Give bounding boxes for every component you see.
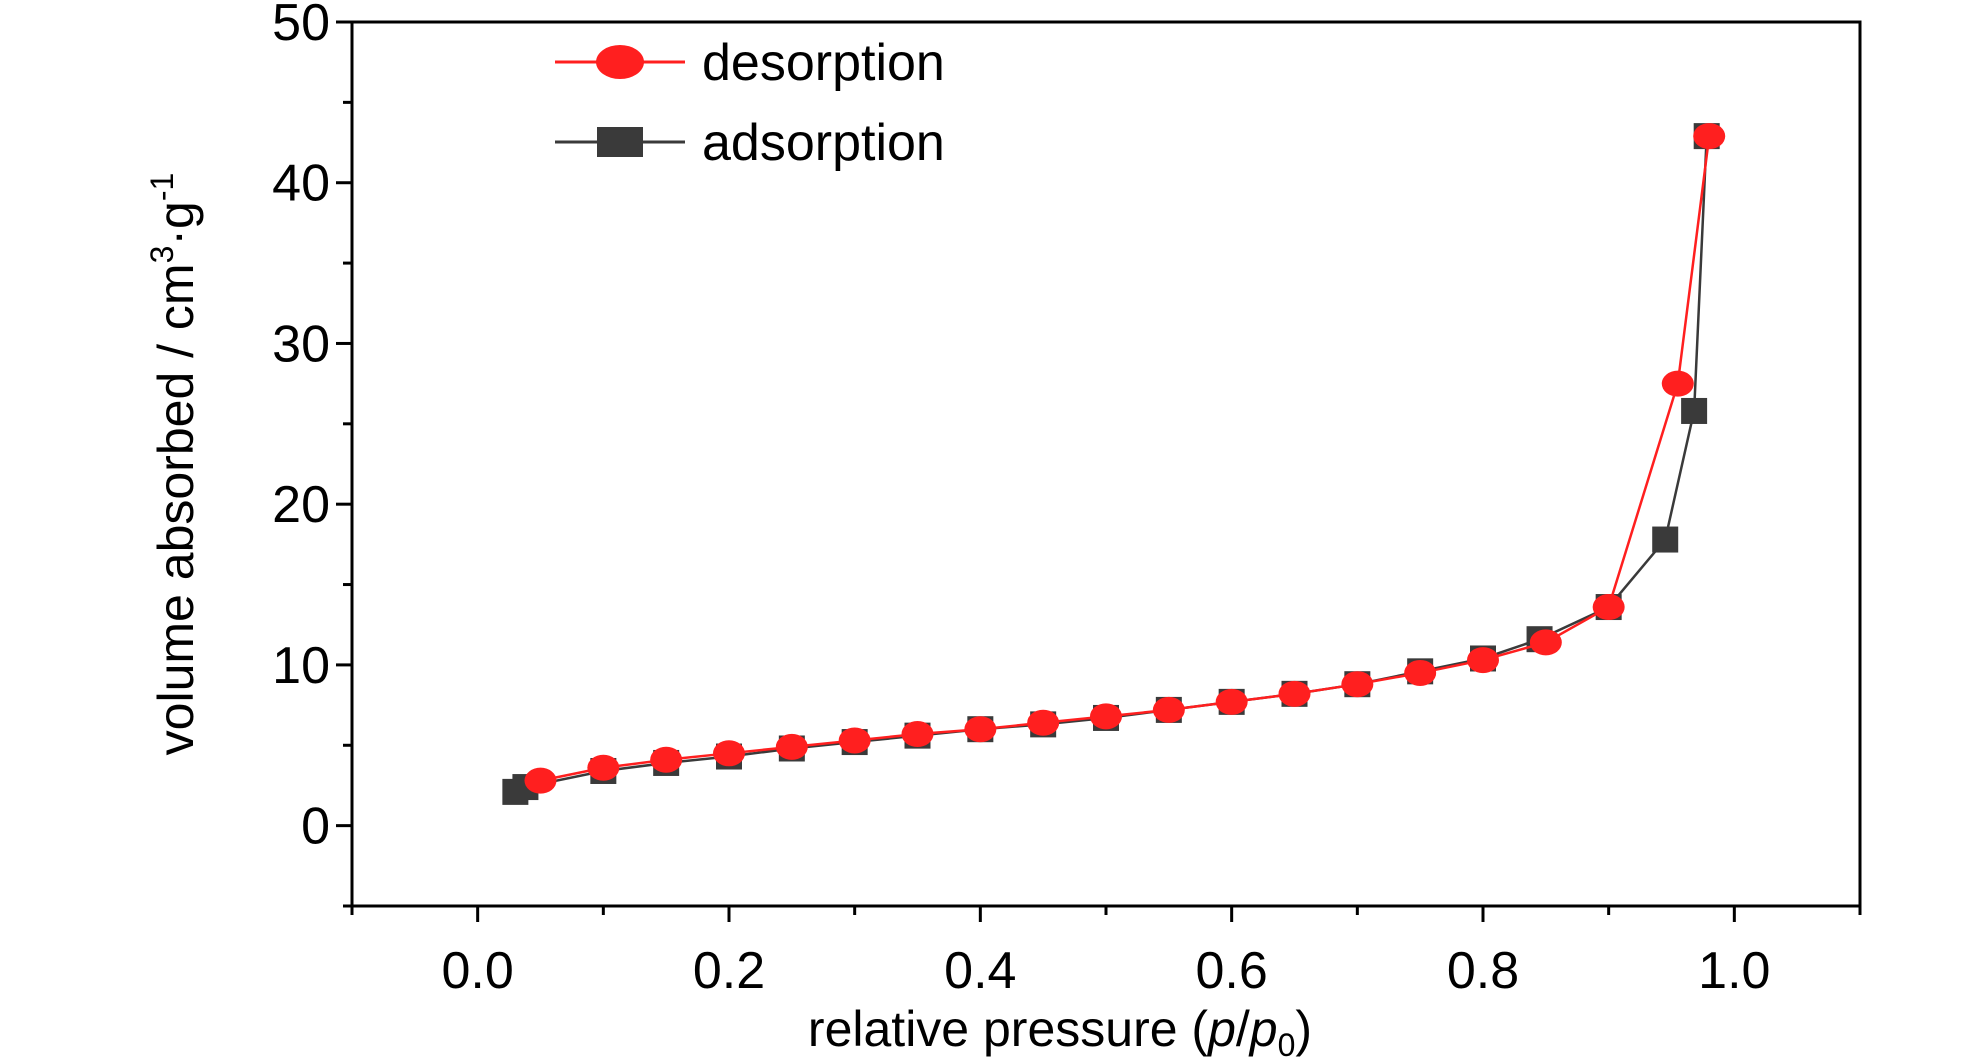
x-axis-title: relative pressure (p/p0) (808, 1001, 1312, 1063)
desorption-point (1529, 629, 1562, 656)
x-axis-ticks: 0.0 0.2 0.4 0.6 0.8 1.0 (350, 906, 1862, 1000)
series-adsorption (502, 123, 1720, 805)
desorption-line (540, 135, 1711, 782)
desorption-point (1467, 647, 1499, 674)
desorption-point (1693, 123, 1726, 150)
desorption-point (713, 740, 745, 767)
desorption-point (901, 721, 934, 748)
desorption-point (650, 746, 683, 773)
desorption-point (1278, 680, 1311, 707)
y-axis-ticks: 0 10 20 30 40 50 (272, 0, 352, 908)
desorption-point (1341, 671, 1374, 698)
y-tick-label: 0 (301, 798, 330, 856)
x-tick-label: 1.0 (1698, 942, 1770, 1000)
series-desorption (524, 123, 1726, 794)
desorption-point (838, 727, 871, 754)
desorption-point (964, 716, 997, 743)
legend-label-adsorption: adsorption (702, 114, 945, 172)
y-axis-title: volume absorbed / cm3·g-1 (144, 173, 204, 756)
y-tick-label: 10 (272, 637, 330, 695)
legend-label-desorption: desorption (702, 34, 945, 92)
y-tick-label: 40 (272, 155, 330, 213)
desorption-point (775, 733, 808, 760)
legend: desorption adsorption (555, 34, 945, 172)
x-tick-label: 0.8 (1447, 942, 1519, 1000)
legend-item-adsorption: adsorption (555, 114, 945, 172)
desorption-point (1152, 696, 1185, 723)
desorption-point (1215, 688, 1248, 715)
legend-marker-adsorption (597, 127, 643, 157)
legend-item-desorption: desorption (555, 34, 945, 92)
desorption-point (1027, 709, 1060, 736)
x-tick-label: 0.4 (944, 942, 1016, 1000)
adsorption-point (1652, 526, 1679, 553)
y-tick-label: 20 (272, 476, 330, 534)
x-tick-label: 0.0 (442, 942, 514, 1000)
desorption-point (1404, 659, 1437, 686)
desorption-point (587, 754, 620, 781)
y-tick-label: 30 (272, 315, 330, 373)
desorption-point (1592, 594, 1625, 621)
x-tick-label: 0.2 (693, 942, 765, 1000)
x-tick-label: 0.6 (1196, 942, 1268, 1000)
desorption-point (1090, 703, 1122, 730)
y-tick-label: 50 (272, 0, 330, 52)
adsorption-line (514, 136, 1708, 794)
legend-marker-desorption (596, 45, 644, 79)
desorption-point (524, 767, 557, 794)
adsorption-point (1681, 397, 1708, 424)
desorption-point (1661, 370, 1694, 397)
series-layer (502, 123, 1726, 805)
